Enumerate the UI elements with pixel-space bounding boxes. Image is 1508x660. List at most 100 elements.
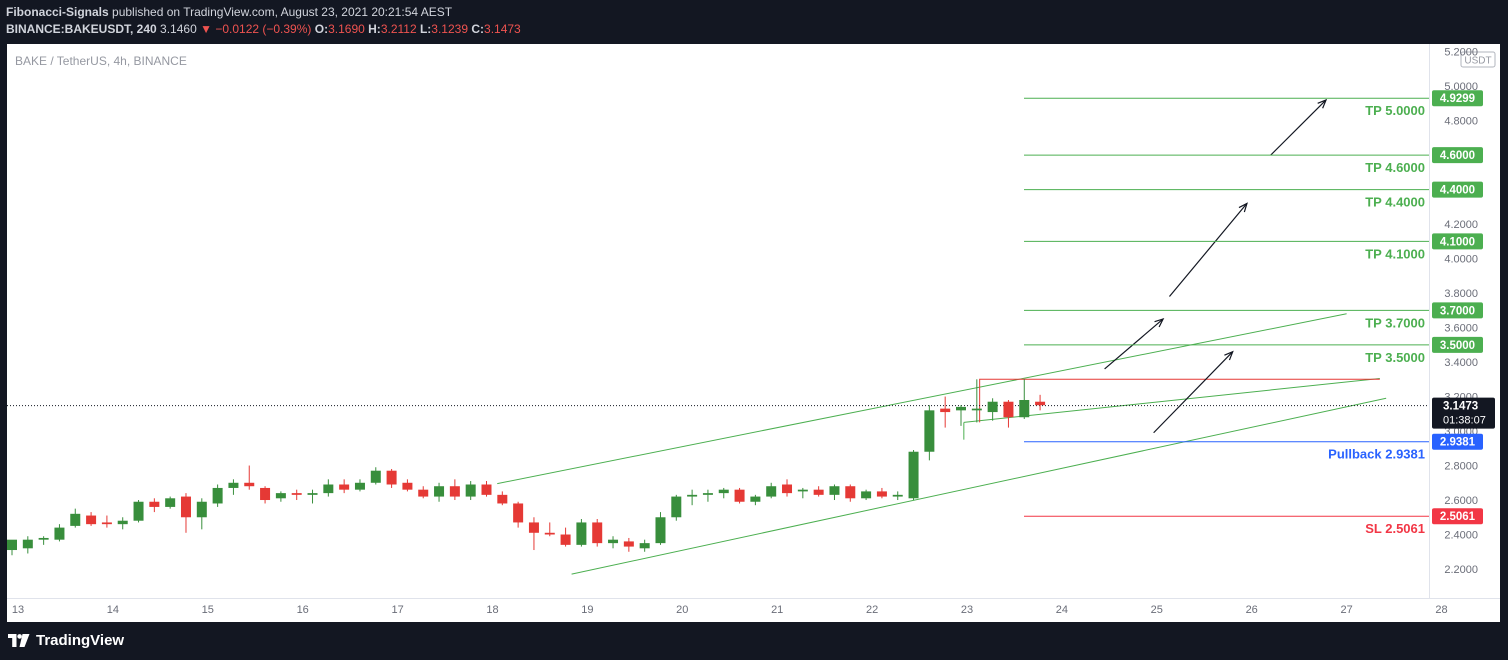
level-label: TP 4.4000 <box>1365 195 1425 210</box>
published-text: published on TradingView.com, August 23,… <box>112 5 453 19</box>
candle-body <box>528 522 539 533</box>
candle-body <box>228 482 239 488</box>
candle-body <box>1035 401 1046 406</box>
arrow-from-flag-head <box>1224 350 1234 361</box>
candle-body <box>386 470 397 485</box>
level-label: TP 3.7000 <box>1365 315 1425 330</box>
candle-down <box>782 479 793 497</box>
candle-up <box>228 479 239 495</box>
candle-down <box>497 491 508 506</box>
candle-body <box>307 493 318 495</box>
footer-bar: TradingView <box>0 622 1508 660</box>
channel-upper-line <box>497 313 1347 485</box>
arrow-to-tp2 <box>1168 203 1248 297</box>
candle-down <box>1035 394 1046 411</box>
level-price-badge-text: 2.9381 <box>1440 437 1476 449</box>
y-tick-label: 5.0000 <box>1444 81 1478 93</box>
x-tick-label: 15 <box>202 604 214 616</box>
candle-down <box>560 527 571 547</box>
candle-up <box>323 479 334 497</box>
candle-up <box>908 450 919 501</box>
level-price-badge <box>1432 147 1483 164</box>
x-tick-label: 16 <box>297 604 309 616</box>
level-price-badge-text: 3.5000 <box>1440 340 1475 352</box>
candle-up <box>117 517 128 530</box>
candle-down <box>623 537 634 552</box>
currency-badge[interactable]: USDT <box>1460 51 1496 68</box>
candle-body <box>623 541 634 547</box>
candle-body <box>196 501 207 518</box>
y-tick-label: 4.8000 <box>1444 116 1478 128</box>
candle-body <box>813 489 824 495</box>
candle-down <box>402 479 413 492</box>
candle-down <box>845 484 856 502</box>
candle-body <box>592 522 603 544</box>
price-chart[interactable]: BAKE / TetherUS, 4h, BINANCE USDT 2.2000… <box>0 44 1508 622</box>
candle-up <box>370 467 381 485</box>
tradingview-brand: TradingView <box>36 632 125 649</box>
arrow-to-tp3-head <box>1317 98 1328 109</box>
candle-body <box>418 489 429 497</box>
level-label: TP 4.6000 <box>1365 160 1425 175</box>
time-axis[interactable]: 13 14 15 16 17 18 19 20 21 22 23 24 25 26 27 28 <box>12 604 1448 616</box>
candle-body <box>275 493 286 499</box>
y-tick-label: 2.6000 <box>1444 495 1478 507</box>
candle-body <box>750 496 761 502</box>
candle-up <box>655 512 666 545</box>
y-tick-label: 2.4000 <box>1444 530 1478 542</box>
y-tick-label: 4.0000 <box>1444 254 1478 266</box>
tradingview-logo[interactable]: TradingView <box>8 632 124 649</box>
candle-up <box>956 405 966 426</box>
level-label: TP 4.1000 <box>1365 246 1425 261</box>
last-price: 3.1460 <box>160 22 197 36</box>
candle-up <box>861 489 872 501</box>
candle-up <box>892 491 903 501</box>
candle-down <box>940 396 951 428</box>
x-tick-label: 24 <box>1056 604 1068 616</box>
candle-body <box>354 482 365 490</box>
candle-up <box>639 539 650 552</box>
level-price-badge <box>1432 90 1483 107</box>
level-price-badge-text: 4.4000 <box>1440 185 1475 197</box>
level-price-badge-text: 3.7000 <box>1440 305 1475 317</box>
candle-down <box>734 487 745 504</box>
candle-body <box>560 534 571 545</box>
candle-up <box>38 536 49 545</box>
chart-legend-title: BAKE / TetherUS, 4h, BINANCE <box>15 54 187 68</box>
candle-up <box>924 405 935 461</box>
candle-up <box>354 479 365 492</box>
candle-body <box>924 410 935 452</box>
candle-up <box>434 482 445 502</box>
candle-body <box>497 494 508 504</box>
candle-body <box>766 486 777 497</box>
candle-body <box>101 522 112 525</box>
arrow-to-tp2-head <box>1238 202 1248 213</box>
candle-body <box>117 520 128 525</box>
author-name[interactable]: Fibonacci-Signals <box>6 5 109 19</box>
level-tp: TP 4.4000 4.4000 <box>1024 181 1483 210</box>
candle-body <box>734 489 745 502</box>
level-tp: TP 4.6000 4.6000 <box>1024 147 1483 175</box>
candle-down <box>260 486 271 504</box>
candle-body <box>465 484 476 497</box>
candle-down <box>149 498 160 513</box>
y-tick-label: 3.6000 <box>1444 323 1478 335</box>
candle-body <box>782 484 793 494</box>
last-price-marker: 3.1473 01:38:07 <box>1432 397 1495 429</box>
level-price-badge <box>1432 233 1483 250</box>
candle-body <box>908 451 919 499</box>
candle-body <box>1003 401 1014 418</box>
x-tick-label: 22 <box>866 604 878 616</box>
candle-up <box>165 496 176 509</box>
candle-up <box>702 489 713 502</box>
candle-down <box>449 479 460 501</box>
candle-body <box>608 539 619 544</box>
publish-line: Fibonacci-Signals published on TradingVi… <box>6 5 452 19</box>
level-price-badge-text: 2.5061 <box>1440 511 1476 523</box>
x-tick-label: 19 <box>581 604 593 616</box>
y-tick-label: 5.2000 <box>1444 47 1478 59</box>
x-tick-label: 20 <box>676 604 688 616</box>
high-value: 3.2112 <box>380 22 417 36</box>
close-value: 3.1473 <box>484 22 521 36</box>
channel-lower-line <box>571 397 1387 575</box>
